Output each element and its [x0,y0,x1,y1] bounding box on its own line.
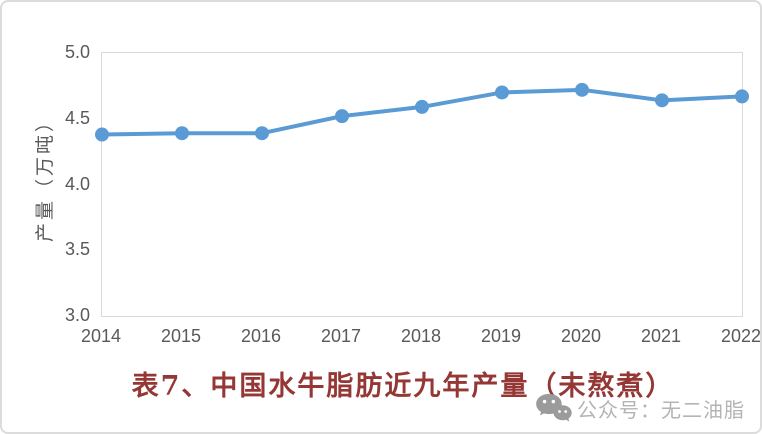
data-point-marker [655,93,669,108]
chart-title: 表7、中国水牛脂肪近九年产量（未熬煮） [131,371,675,402]
data-point-marker [255,126,269,141]
x-tick-label: 2016 [240,326,282,346]
data-point-marker [735,89,749,104]
watermark-text: 公众号：无二油脂 [577,400,745,422]
x-tick-label: 2020 [560,326,602,346]
y-tick-label: 3.0 [64,305,90,325]
x-tick-label: 2014 [80,326,122,346]
y-tick-label: 3.5 [64,239,90,260]
x-axis-tick-labels: 2014 2015 2016 2017 2018 2019 2020 2021 2022 [81,326,760,350]
plot-area [95,52,749,317]
x-tick-label: 2022 [720,326,762,346]
data-point-marker [495,85,509,100]
data-point-marker [415,99,429,114]
y-tick-label: 4.5 [64,107,90,128]
y-axis-tick-labels: 5.0 4.5 4.0 3.5 3.0 [32,42,90,325]
x-tick-label: 2015 [160,326,202,346]
data-point-marker [95,127,109,142]
data-point-marker [575,82,589,97]
data-point-marker [335,109,349,124]
x-tick-label: 2017 [320,326,362,346]
y-tick-label: 5.0 [64,42,90,62]
x-tick-label: 2021 [640,326,682,346]
wechat-icon [536,393,572,422]
x-tick-label: 2019 [480,326,522,346]
data-point-marker [175,126,189,141]
line-series [95,82,749,142]
x-tick-label: 2018 [400,326,442,346]
y-tick-label: 4.0 [64,173,90,194]
watermark: 公众号：无二油脂 [535,393,745,424]
